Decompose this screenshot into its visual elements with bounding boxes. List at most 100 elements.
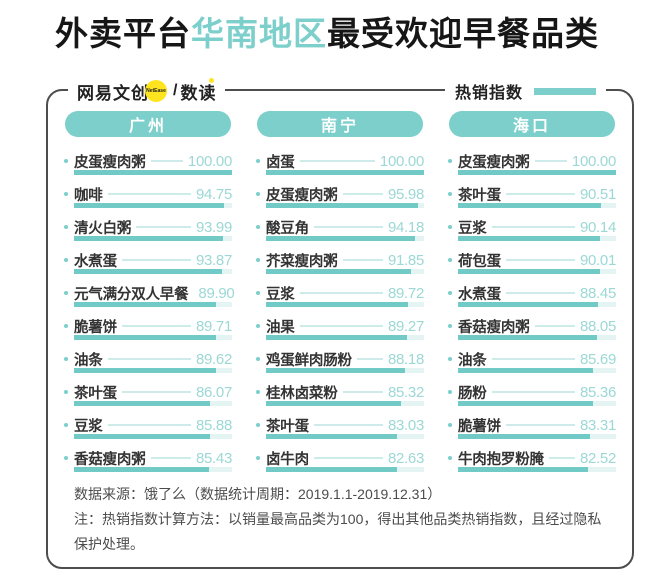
index-bar-track	[74, 269, 232, 274]
item-value: 83.03	[387, 416, 424, 434]
item-line: 豆浆 89.72	[256, 284, 424, 303]
bullet-icon	[256, 357, 260, 361]
bar-fill	[74, 434, 210, 439]
leader-line	[342, 259, 383, 261]
leader-line	[150, 457, 191, 459]
index-bar-track	[266, 401, 424, 406]
list-item: 豆浆 85.88	[64, 416, 232, 439]
item-list: 皮蛋瘦肉粥 100.00 茶叶蛋 90.51 豆浆 90.14	[448, 152, 616, 472]
item-line: 油果 89.27	[256, 317, 424, 336]
leader-line	[505, 259, 575, 261]
bullet-icon	[64, 291, 68, 295]
item-label: 荷包蛋	[458, 253, 501, 270]
bullet-icon	[448, 159, 452, 163]
brand-sub-label: 数读	[180, 83, 217, 103]
bar-fill	[266, 434, 398, 439]
index-bar-track	[266, 302, 424, 307]
item-line: 牛肉抱罗粉腌 82.52	[448, 449, 616, 468]
infographic-page: { "title": { "prefix": "外卖平台", "highligh…	[0, 12, 654, 582]
index-bar-track	[458, 401, 616, 406]
item-line: 豆浆 90.14	[448, 218, 616, 237]
item-label: 肠粉	[458, 385, 487, 402]
bullet-icon	[256, 159, 260, 163]
item-line: 皮蛋瘦肉粥 100.00	[448, 152, 616, 171]
item-label: 牛肉抱罗粉腌	[458, 451, 544, 468]
item-value: 89.72	[387, 284, 424, 302]
item-label: 油条	[74, 352, 103, 369]
item-label: 卤蛋	[266, 154, 295, 171]
bar-fill	[266, 401, 401, 406]
list-item: 茶叶蛋 90.51	[448, 185, 616, 208]
index-bar-track	[266, 368, 424, 373]
list-item: 咖啡 94.75	[64, 185, 232, 208]
list-item: 荷包蛋 90.01	[448, 251, 616, 274]
brand-logo: 网易文创 NetEase / 数读	[68, 76, 226, 106]
item-value: 93.99	[195, 218, 232, 236]
list-item: 芥菜瘦肉粥 91.85	[256, 251, 424, 274]
city-column: 南宁 卤蛋 100.00 皮蛋瘦肉粥 95.98 酸豆角 94.18	[256, 111, 424, 482]
item-line: 香菇瘦肉粥 85.43	[64, 449, 232, 468]
item-line: 清火白粥 93.99	[64, 218, 232, 237]
bar-fill	[266, 269, 412, 274]
item-value: 94.75	[195, 185, 232, 203]
list-item: 茶叶蛋 83.03	[256, 416, 424, 439]
item-value: 94.18	[387, 218, 424, 236]
index-bar-track	[458, 368, 616, 373]
index-bar-track	[458, 269, 616, 274]
item-line: 脆薯饼 83.31	[448, 416, 616, 435]
list-item: 水煮蛋 88.45	[448, 284, 616, 307]
index-bar-track	[74, 335, 232, 340]
leader-line	[107, 358, 191, 360]
leader-line	[313, 424, 383, 426]
data-source-note: 数据来源：饿了么（数据统计周期：2019.1.1-2019.12.31）	[74, 486, 442, 502]
item-line: 油条 89.62	[64, 350, 232, 369]
bar-fill	[458, 236, 601, 241]
bar-fill	[74, 302, 217, 307]
bullet-icon	[64, 456, 68, 460]
item-value: 91.85	[387, 251, 424, 269]
page-title: 外卖平台华南地区最受欢迎早餐品类	[0, 12, 654, 56]
item-value: 100.00	[379, 152, 424, 170]
bar-fill	[458, 434, 590, 439]
list-item: 油果 89.27	[256, 317, 424, 340]
list-item: 茶叶蛋 86.07	[64, 383, 232, 406]
bullet-icon	[448, 324, 452, 328]
item-line: 皮蛋瘦肉粥 95.98	[256, 185, 424, 204]
item-label: 豆浆	[74, 418, 103, 435]
item-line: 油条 85.69	[448, 350, 616, 369]
columns: 广州 皮蛋瘦肉粥 100.00 咖啡 94.75 清火白粥 93.99	[48, 91, 632, 482]
list-item: 清火白粥 93.99	[64, 218, 232, 241]
bar-fill	[74, 368, 216, 373]
item-label: 水煮蛋	[458, 286, 501, 303]
bullet-icon	[448, 192, 452, 196]
bar-fill	[458, 170, 616, 175]
legend: 热销指数	[444, 76, 606, 106]
item-label: 水煮蛋	[74, 253, 117, 270]
index-bar-track	[458, 236, 616, 241]
item-value: 85.36	[579, 383, 616, 401]
item-label: 茶叶蛋	[74, 385, 117, 402]
leader-line	[121, 391, 191, 393]
list-item: 鸡蛋鲜肉肠粉 88.18	[256, 350, 424, 373]
leader-line	[534, 325, 575, 327]
item-line: 桂林卤菜粉 85.32	[256, 383, 424, 402]
index-bar-track	[266, 434, 424, 439]
item-line: 肠粉 85.36	[448, 383, 616, 402]
leader-line	[313, 457, 383, 459]
leader-line	[548, 457, 575, 459]
city-pill: 广州	[65, 111, 231, 137]
brand-sub-name: 数读	[180, 77, 217, 104]
leader-line	[107, 424, 191, 426]
bar-fill	[74, 467, 209, 472]
list-item: 桂林卤菜粉 85.32	[256, 383, 424, 406]
item-label: 咖啡	[74, 187, 103, 204]
item-value: 82.63	[387, 449, 424, 467]
index-bar-track	[74, 302, 232, 307]
list-item: 香菇瘦肉粥 85.43	[64, 449, 232, 472]
index-bar-track	[458, 170, 616, 175]
item-label: 皮蛋瘦肉粥	[458, 154, 530, 171]
bullet-icon	[448, 357, 452, 361]
bullet-icon	[64, 423, 68, 427]
index-bar-track	[266, 170, 424, 175]
legend-swatch-icon	[534, 87, 596, 95]
